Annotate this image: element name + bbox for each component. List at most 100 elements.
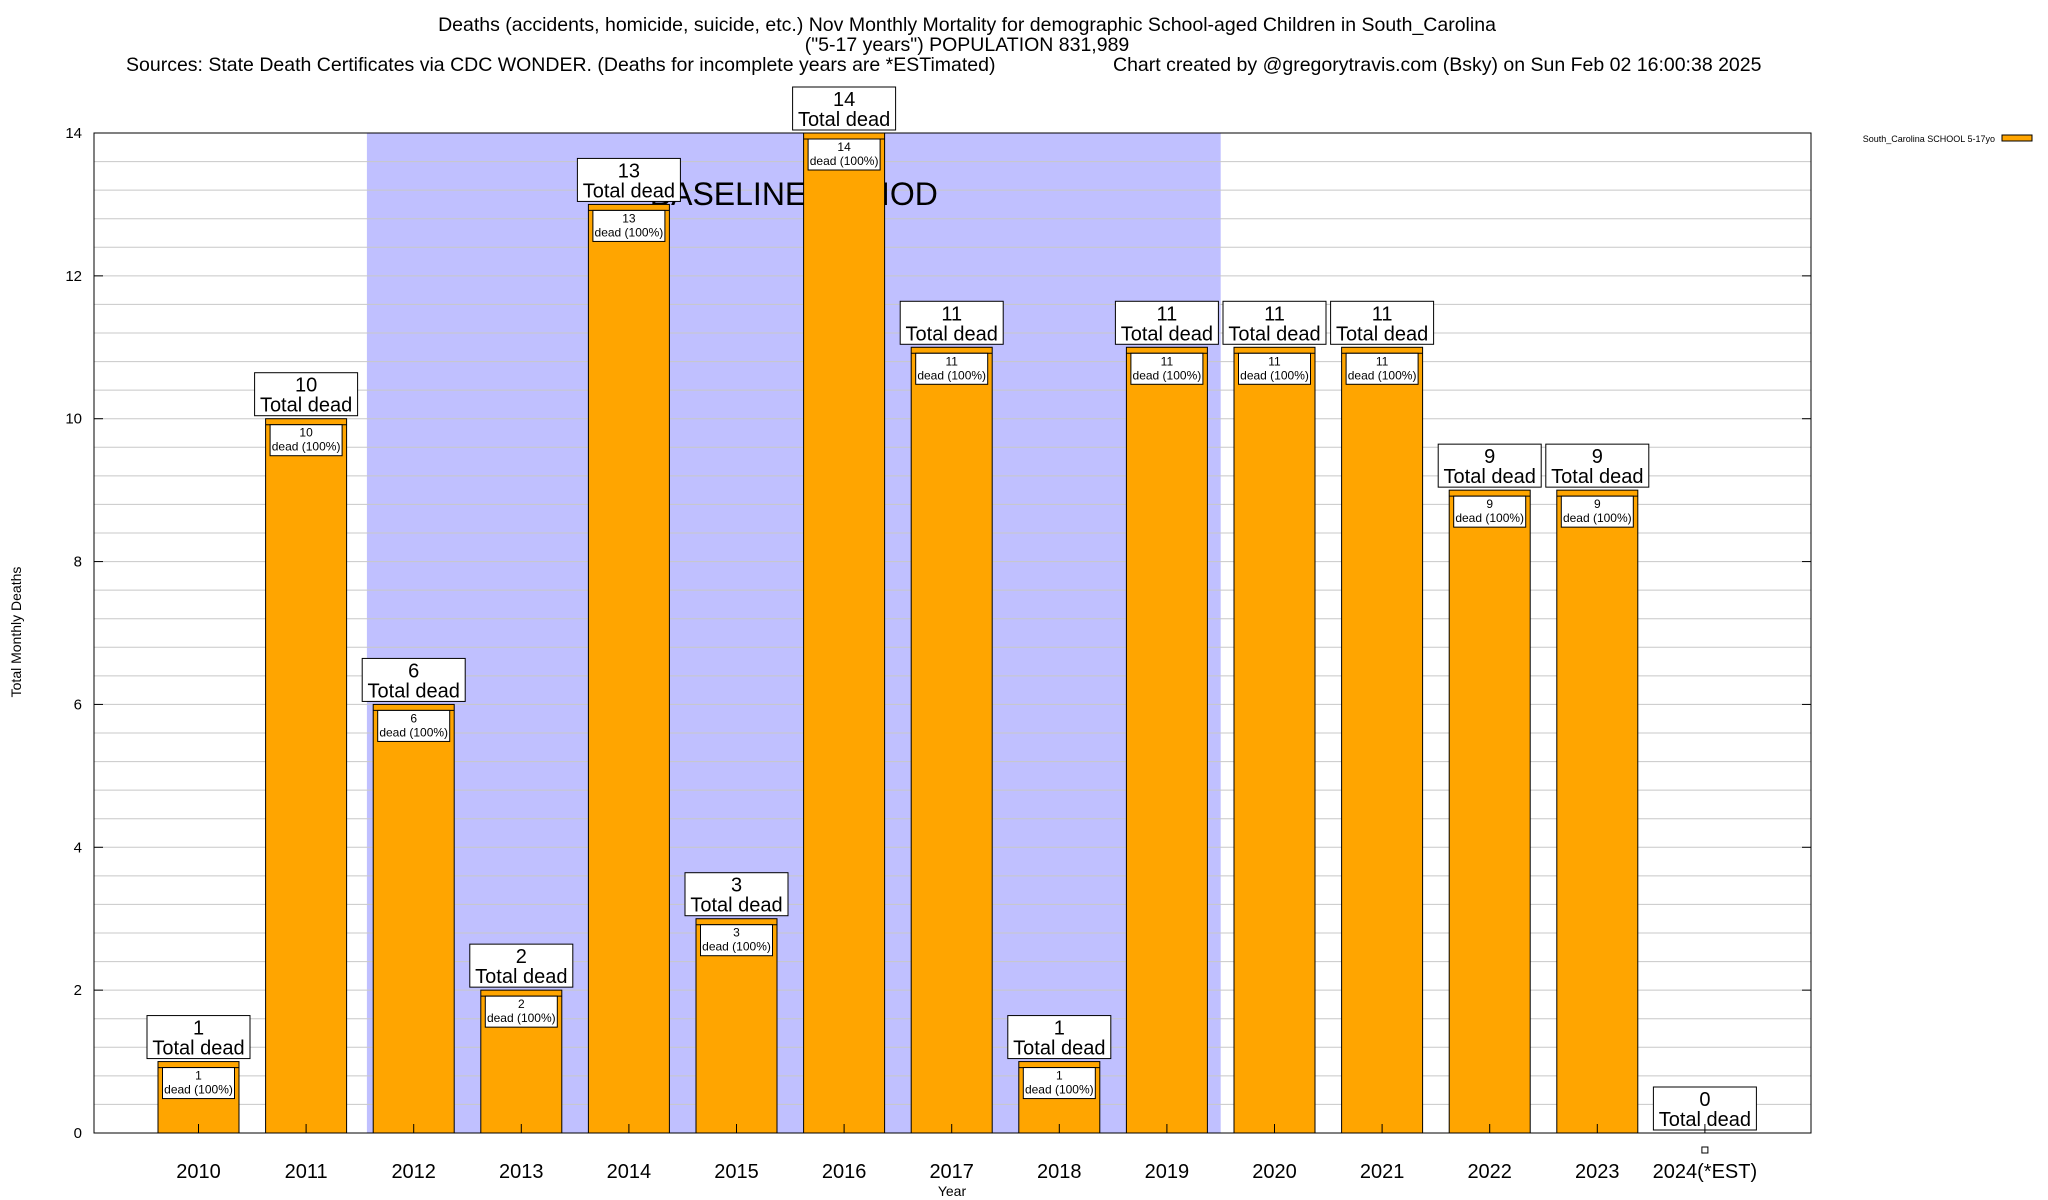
x-tick-label-2011: 2011	[285, 1161, 328, 1183]
total-label-value: 2	[516, 946, 527, 968]
total-label-value: 0	[1699, 1089, 1710, 1111]
chart-credit-note: Chart created by @gregorytravis.com (Bsk…	[1113, 54, 1762, 76]
inner-label-value: 9	[1486, 497, 1493, 511]
inner-label-value: 3	[733, 926, 740, 940]
x-tick-label-2010: 2010	[176, 1161, 221, 1183]
x-tick-label-2014: 2014	[607, 1161, 652, 1183]
inner-label-box	[1560, 495, 1634, 528]
total-label-box	[469, 943, 574, 988]
total-label-text: Total dead	[1013, 1038, 1105, 1060]
inner-label-text: dead (100%)	[379, 725, 448, 739]
inner-label-text: dead (100%)	[272, 440, 341, 454]
inner-label-box	[1238, 352, 1311, 385]
total-label-box	[146, 1015, 251, 1060]
inner-label-value: 11	[945, 354, 958, 368]
baseline-period-label: BASELINE PERIOD	[650, 176, 938, 212]
total-label-text: Total dead	[475, 966, 567, 988]
x-tick-label-2023: 2023	[1575, 1161, 1620, 1183]
x-tick-label-2022: 2022	[1467, 1161, 1512, 1183]
legend-series-label: South_Carolina SCHOOL 5-17yo	[1863, 134, 1995, 144]
x-tick-label-2024(*EST): 2024(*EST)	[1653, 1161, 1758, 1183]
total-label-box	[576, 157, 681, 202]
inner-label-text: dead (100%)	[595, 225, 664, 239]
bar-2023	[1556, 489, 1639, 1134]
total-label-box	[792, 86, 897, 131]
inner-label-box	[1453, 495, 1527, 528]
inner-label-text: dead (100%)	[1563, 511, 1632, 525]
x-tick-label-2021: 2021	[1360, 1161, 1405, 1183]
inner-label-text: dead (100%)	[810, 154, 879, 168]
x-tick-label-2017: 2017	[929, 1161, 974, 1183]
bar-2016	[803, 132, 886, 1134]
inner-label-value: 10	[299, 426, 313, 440]
total-label-box	[361, 657, 466, 702]
inner-label-value: 6	[410, 711, 417, 725]
x-tick-label-2018: 2018	[1037, 1161, 1082, 1183]
y-tick-label: 4	[74, 839, 82, 856]
total-label-text: Total dead	[1551, 466, 1643, 488]
y-tick-label: 10	[65, 411, 82, 428]
bar-2014	[587, 203, 670, 1134]
total-label-box	[1114, 300, 1219, 345]
inner-label-text: dead (100%)	[702, 940, 771, 954]
bar-2017	[910, 346, 993, 1134]
x-tick-label-2013: 2013	[499, 1161, 544, 1183]
total-label-text: Total dead	[583, 180, 675, 202]
inner-label-text: dead (100%)	[1025, 1083, 1094, 1097]
inner-label-box	[807, 138, 881, 171]
total-label-value: 11	[1157, 303, 1178, 325]
total-label-value: 3	[731, 875, 742, 897]
total-label-value: 1	[193, 1018, 204, 1040]
plot-border	[93, 132, 1812, 1134]
inner-label-box	[1022, 1067, 1096, 1100]
total-label-box	[1330, 300, 1435, 345]
inner-label-value: 11	[1376, 354, 1389, 368]
total-label-text: Total dead	[1444, 466, 1536, 488]
total-label-value: 11	[1264, 303, 1285, 325]
x-tick-label-2016: 2016	[822, 1161, 867, 1183]
inner-label-box	[484, 995, 558, 1028]
total-label-value: 1	[1054, 1018, 1065, 1040]
inner-label-box	[592, 209, 666, 242]
inner-label-value: 9	[1594, 497, 1601, 511]
total-label-value: 6	[408, 660, 419, 682]
inner-label-box	[700, 924, 773, 957]
inner-label-text: dead (100%)	[487, 1011, 556, 1025]
y-tick-label: 14	[65, 125, 82, 142]
total-label-text: Total dead	[906, 323, 998, 345]
total-label-value: 14	[833, 89, 855, 111]
y-tick-label: 8	[74, 554, 82, 571]
inner-label-text: dead (100%)	[1348, 368, 1417, 382]
chart-title-line-2: ("5-17 years") POPULATION 831,989	[804, 34, 1130, 56]
inner-label-text: dead (100%)	[917, 368, 986, 382]
total-label-box	[1545, 443, 1650, 488]
total-label-text: Total dead	[1121, 323, 1213, 345]
inner-label-value: 14	[837, 140, 851, 154]
total-label-value: 11	[941, 303, 962, 325]
bar-2021	[1341, 346, 1424, 1134]
total-label-text: Total dead	[1228, 323, 1320, 345]
total-label-box	[899, 300, 1004, 345]
bar-2012	[372, 703, 455, 1134]
inner-label-value: 13	[622, 211, 636, 225]
total-label-text: Total dead	[368, 680, 460, 702]
total-label-value: 10	[295, 375, 317, 397]
total-label-box	[684, 872, 789, 917]
inner-label-text: dead (100%)	[1455, 511, 1524, 525]
inner-label-value: 1	[195, 1069, 202, 1083]
bar-2024(*EST)-marker	[1701, 1146, 1709, 1154]
total-label-text: Total dead	[152, 1038, 244, 1060]
legend-series-swatch	[2001, 134, 2033, 142]
total-label-box	[1652, 1086, 1757, 1131]
total-label-text: Total dead	[260, 395, 352, 417]
inner-label-text: dead (100%)	[1240, 368, 1309, 382]
total-label-box	[1007, 1015, 1112, 1060]
inner-label-text: dead (100%)	[164, 1083, 233, 1097]
bar-2020	[1233, 346, 1316, 1134]
y-tick-label: 0	[74, 1125, 82, 1142]
inner-label-box	[1130, 352, 1204, 385]
total-label-value: 9	[1592, 446, 1603, 468]
total-label-box	[254, 372, 359, 417]
